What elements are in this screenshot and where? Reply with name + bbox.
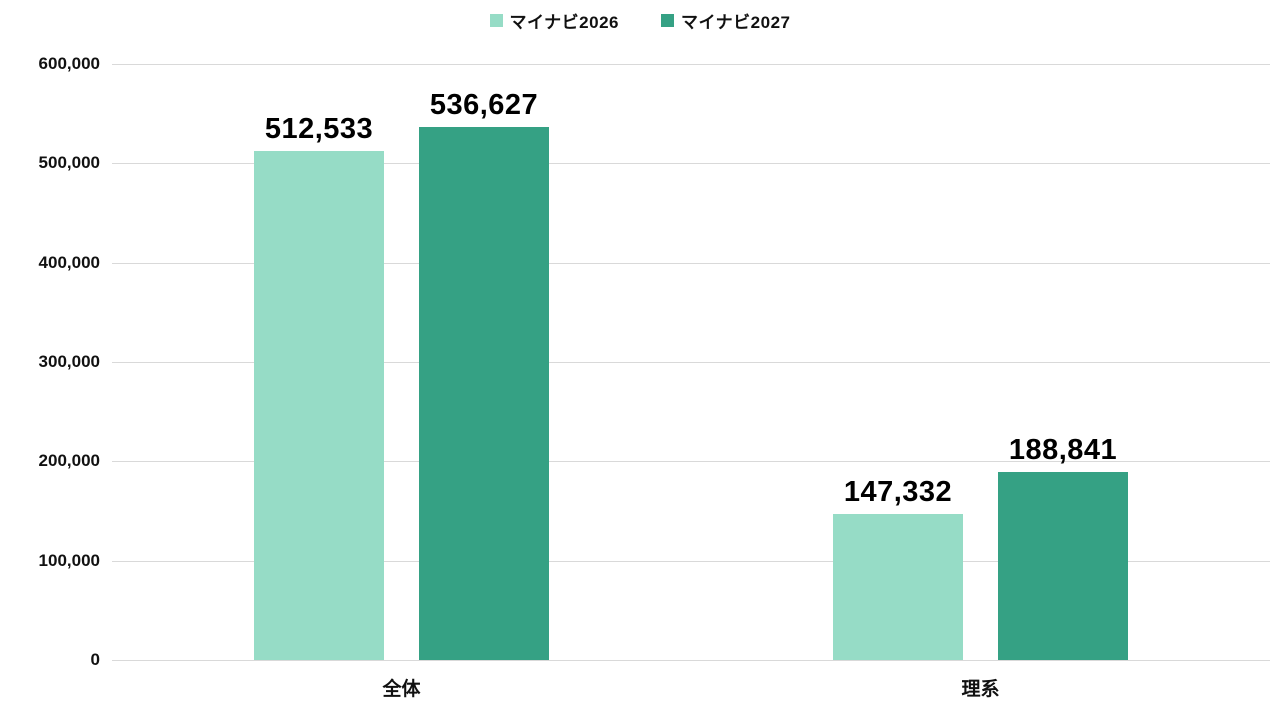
y-axis-tick-label: 0 <box>90 650 100 669</box>
legend-swatch-mynavi2026 <box>489 14 503 27</box>
bar-series0-cat0 <box>254 150 384 660</box>
legend-label-mynavi2027: マイナビ2027 <box>681 13 791 32</box>
y-axis-tick-label: 400,000 <box>38 252 100 272</box>
bar-value-label: 536,627 <box>429 88 539 121</box>
y-axis-tick-label: 100,000 <box>38 550 100 570</box>
legend-label-mynavi2026: マイナビ2026 <box>509 13 619 32</box>
gridline <box>112 461 1270 463</box>
x-axis-category-label: 理系 <box>961 679 1000 700</box>
bar-value-label: 512,533 <box>264 112 374 145</box>
x-axis-category-label: 全体 <box>382 679 421 700</box>
gridline <box>112 163 1270 165</box>
chart-legend: マイナビ2026 マイナビ2027 <box>0 8 1280 33</box>
gridline <box>112 660 1270 661</box>
y-axis-tick-label: 300,000 <box>38 352 100 371</box>
bar-series1-cat1 <box>998 472 1128 660</box>
gridline <box>112 64 1270 65</box>
gridline <box>112 560 1270 562</box>
bar-value-label: 147,332 <box>843 475 953 508</box>
y-axis-tick-label: 500,000 <box>38 153 100 173</box>
bar-series1-cat0 <box>419 126 549 660</box>
bar-series0-cat1 <box>833 513 963 660</box>
legend-swatch-mynavi2027 <box>661 14 674 27</box>
y-axis-tick-label: 200,000 <box>38 451 100 471</box>
gridline <box>112 362 1270 363</box>
bar-value-label: 188,841 <box>1008 434 1118 467</box>
legend-item-mynavi2027: マイナビ2027 <box>661 8 790 33</box>
legend-item-mynavi2026: マイナビ2026 <box>489 8 619 33</box>
y-axis-tick-label: 600,000 <box>38 54 100 73</box>
gridline <box>112 262 1270 264</box>
